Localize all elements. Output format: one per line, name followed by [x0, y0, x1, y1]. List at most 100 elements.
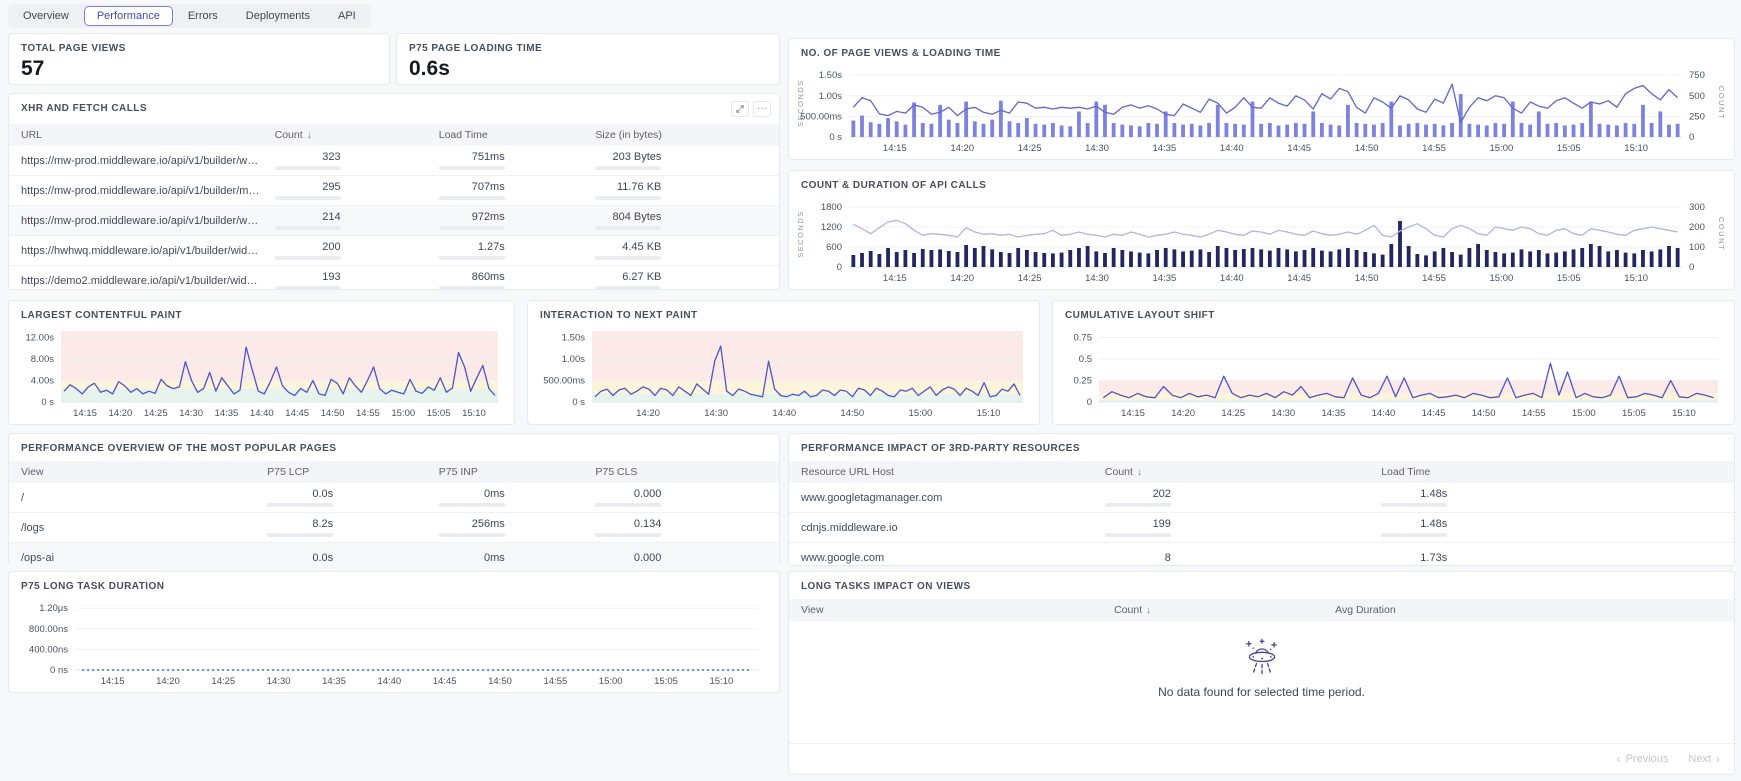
metric-bar: [595, 286, 662, 290]
previous-button[interactable]: ‹ Previous: [1616, 752, 1669, 766]
column-resource-host[interactable]: Resource URL Host: [801, 466, 894, 478]
tab-performance[interactable]: Performance: [83, 6, 173, 26]
svg-text:14:20: 14:20: [156, 676, 180, 687]
page-views-loading-time-chart[interactable]: 0 s 500.00ms 1.00s 1.50s SECONDS 0 250 500 750 CO…: [793, 61, 1726, 155]
svg-text:15:00: 15:00: [599, 676, 623, 687]
column-p75-inp[interactable]: P75 INP: [438, 466, 478, 478]
svg-text:14:40: 14:40: [1372, 408, 1396, 419]
svg-text:12.00s: 12.00s: [25, 332, 54, 343]
metric-value: 199: [1152, 518, 1171, 530]
cell-text: www.google.com: [801, 551, 885, 564]
metric-cell: 0ms: [438, 488, 505, 507]
cumulative-layout-shift-chart[interactable]: 0 0.25 0.5 0.75 14:15 14:20 14:25 14:30 14:35 14:…: [1057, 323, 1726, 420]
expand-icon[interactable]: [731, 101, 749, 117]
card-title: PERFORMANCE IMPACT OF 3RD-PARTY RESOURCE…: [801, 443, 1081, 454]
metric-cell: 751ms: [438, 151, 505, 170]
svg-text:14:45: 14:45: [285, 408, 309, 419]
column-count[interactable]: Count ↓: [1114, 604, 1152, 616]
table-row[interactable]: /logs 8.2s 256ms 0.134: [9, 512, 779, 542]
cell-text: https://demo2.middleware.io/api/v1/build…: [21, 274, 275, 287]
metric-bar: [438, 166, 505, 170]
ufo-icon: [1245, 638, 1277, 676]
table-row[interactable]: / 0.0s 0ms 0.000: [9, 483, 779, 512]
svg-text:14:25: 14:25: [211, 676, 235, 687]
column-load-time[interactable]: Load Time: [1381, 466, 1431, 478]
card-title: COUNT & DURATION OF API CALLS: [801, 180, 987, 191]
column-url[interactable]: URL: [21, 129, 43, 141]
table-row[interactable]: https://mw-prod.middleware.io/api/v1/bui…: [9, 175, 779, 205]
column-p75-cls[interactable]: P75 CLS: [595, 466, 638, 478]
metric-value: 0.0s: [312, 551, 334, 564]
p75-long-task-duration-chart[interactable]: 0 ns 400.00ns 800.00ns 1.20μs 14:15 14:20 14:2…: [13, 594, 771, 688]
total-page-views-value: 57: [21, 57, 45, 80]
api-calls-count-duration-chart[interactable]: 0 600 1200 1800 SECONDS 0 100 200 300 COUNT 14:15 1…: [793, 193, 1726, 285]
column-count[interactable]: Count ↓: [1104, 466, 1142, 478]
svg-text:400.00ns: 400.00ns: [29, 644, 68, 655]
column-view[interactable]: View: [801, 604, 824, 616]
column-size[interactable]: Size (in bytes): [595, 129, 662, 141]
column-view[interactable]: View: [21, 466, 44, 478]
svg-text:8.00s: 8.00s: [31, 354, 54, 365]
svg-text:14:55: 14:55: [543, 676, 567, 687]
column-p75-lcp[interactable]: P75 LCP: [267, 466, 310, 478]
svg-text:0 s: 0 s: [41, 397, 54, 408]
card-title: CUMULATIVE LAYOUT SHIFT: [1065, 310, 1215, 321]
metric-bar: [267, 503, 334, 507]
metric-cell: 200: [274, 241, 341, 260]
more-options-icon[interactable]: ···: [753, 101, 771, 117]
svg-text:14:55: 14:55: [356, 408, 380, 419]
sort-desc-icon: ↓: [1136, 467, 1142, 478]
metric-value: 1.48s: [1420, 488, 1448, 500]
tab-errors[interactable]: Errors: [175, 6, 231, 26]
metric-value: 295: [322, 181, 341, 193]
column-count[interactable]: Count ↓: [274, 129, 312, 141]
metric-cell: 202: [1104, 488, 1171, 507]
table-header: URL Count ↓ Load Time Size (in bytes): [9, 124, 779, 146]
metric-cell: 214: [274, 211, 341, 230]
metric-bar: [595, 256, 662, 260]
metric-value: 1.27s: [477, 241, 505, 253]
svg-text:14:30: 14:30: [1085, 273, 1109, 284]
cell-text: /logs: [21, 521, 45, 534]
tab-overview[interactable]: Overview: [10, 6, 82, 26]
tab-api[interactable]: API: [325, 6, 369, 26]
chevron-right-icon: ›: [1716, 752, 1720, 766]
largest-contentful-paint-chart[interactable]: 0 s 4.00s 8.00s 12.00s 14:15 14:20 14:25 14:30 1…: [13, 323, 506, 420]
tab-deployments[interactable]: Deployments: [233, 6, 323, 26]
svg-text:14:20: 14:20: [950, 143, 974, 154]
xhr-fetch-calls-card: XHR AND FETCH CALLS ··· URL Count ↓ Load …: [8, 93, 780, 290]
svg-text:1.00s: 1.00s: [819, 91, 842, 102]
svg-text:SECONDS: SECONDS: [796, 210, 805, 258]
table-row[interactable]: https://mw-prod.middleware.io/api/v1/bui…: [9, 205, 779, 235]
metric-bar: [1381, 533, 1448, 537]
svg-text:14:25: 14:25: [1221, 408, 1245, 419]
metric-value: 0.134: [633, 518, 662, 530]
table-row[interactable]: /ops-ai 0.0s 0ms 0.000: [9, 542, 779, 572]
svg-text:0.25: 0.25: [1074, 375, 1093, 386]
card-title: INTERACTION TO NEXT PAINT: [540, 310, 698, 321]
cell-text: https://mw-prod.middleware.io/api/v1/bui…: [21, 214, 275, 227]
table-row[interactable]: https://hwhwq.middleware.io/api/v1/build…: [9, 235, 779, 265]
svg-text:14:35: 14:35: [215, 408, 239, 419]
column-load-time[interactable]: Load Time: [438, 129, 488, 141]
metric-value: 11.76 KB: [616, 181, 662, 193]
metric-value: 860ms: [471, 271, 505, 283]
metric-cell: 4.45 KB: [595, 241, 662, 260]
table-row[interactable]: cdnjs.middleware.io 199 1.48s: [789, 512, 1734, 542]
cell-text: cdnjs.middleware.io: [801, 521, 898, 534]
table-row[interactable]: www.googletagmanager.com 202 1.48s: [789, 483, 1734, 512]
long-tasks-impact-card: LONG TASKS IMPACT ON VIEWS View Count ↓ A…: [788, 571, 1735, 775]
svg-text:14:45: 14:45: [1287, 273, 1311, 284]
svg-text:14:15: 14:15: [73, 408, 97, 419]
table-row[interactable]: https://mw-prod.middleware.io/api/v1/bui…: [9, 146, 779, 175]
table-row[interactable]: www.google.com 8 1.73s: [789, 542, 1734, 572]
svg-text:14:50: 14:50: [1355, 143, 1379, 154]
metric-bar: [438, 286, 505, 290]
next-button[interactable]: Next ›: [1688, 752, 1720, 766]
svg-text:14:40: 14:40: [1220, 273, 1244, 284]
interaction-to-next-paint-chart[interactable]: 0 s 500.00ms 1.00s 1.50s 14:20 14:30 14:40 14:5…: [532, 323, 1031, 420]
column-avg-duration[interactable]: Avg Duration: [1335, 604, 1396, 616]
metric-cell: 860ms: [438, 271, 505, 290]
svg-text:14:20: 14:20: [1171, 408, 1195, 419]
table-row[interactable]: https://demo2.middleware.io/api/v1/build…: [9, 265, 779, 295]
